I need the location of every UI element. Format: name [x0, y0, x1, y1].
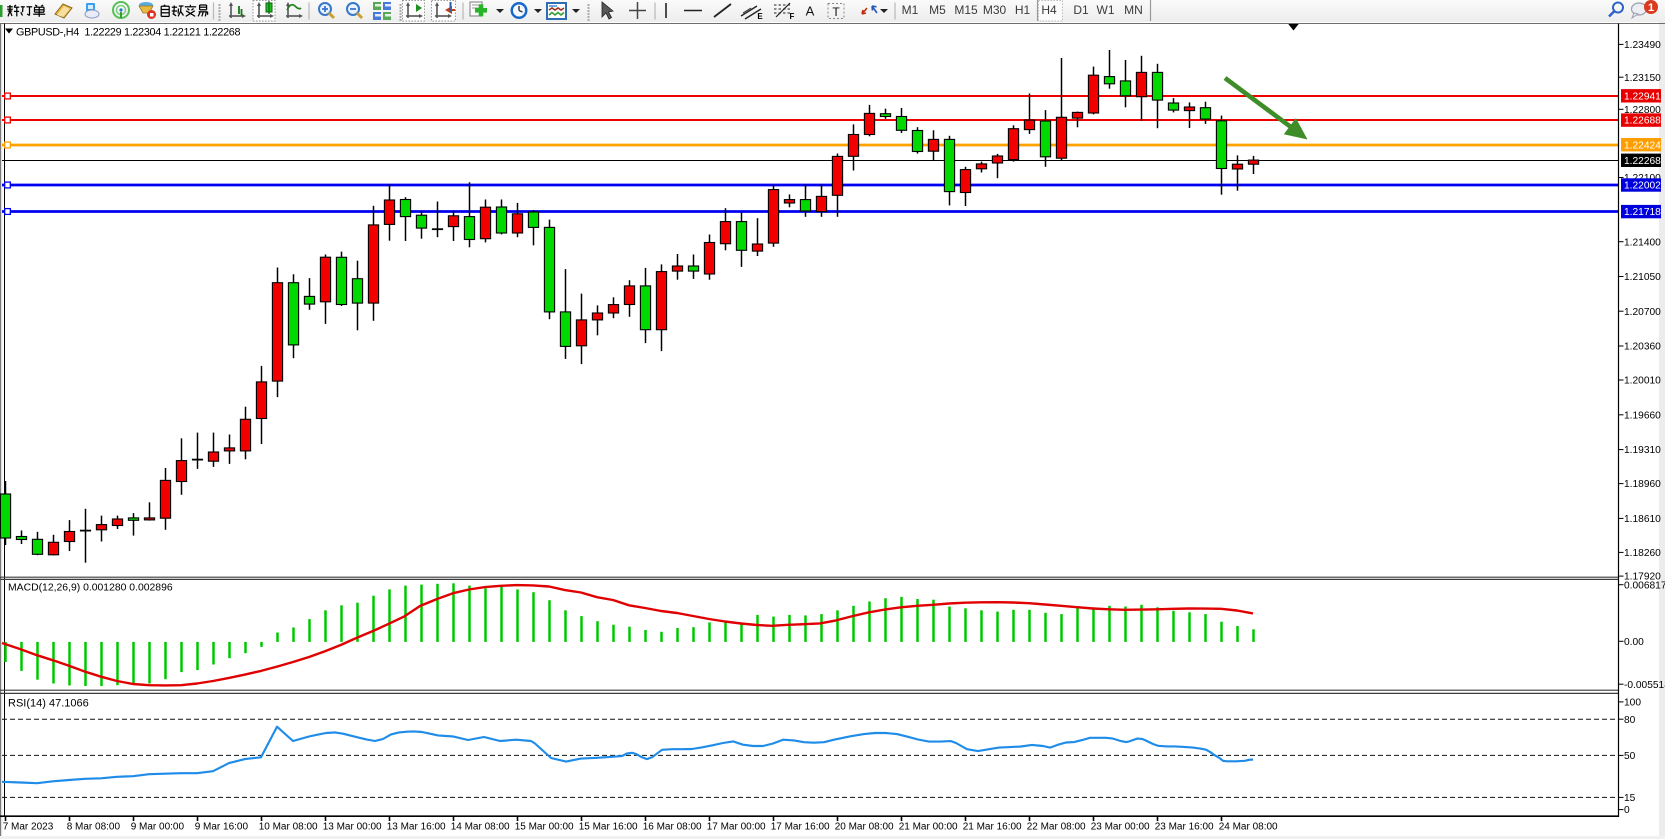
svg-text:16 Mar 08:00: 16 Mar 08:00	[643, 822, 702, 833]
svg-text:1.22002: 1.22002	[1624, 181, 1661, 192]
svg-text:9 Mar 16:00: 9 Mar 16:00	[195, 822, 249, 833]
svg-text:E: E	[757, 12, 763, 21]
svg-text:F: F	[790, 12, 795, 21]
svg-text:15 Mar 16:00: 15 Mar 16:00	[579, 822, 638, 833]
svg-text:15: 15	[1624, 793, 1636, 804]
svg-text:RSI(14) 47.1066: RSI(14) 47.1066	[8, 698, 89, 710]
svg-text:21 Mar 16:00: 21 Mar 16:00	[963, 822, 1022, 833]
svg-text:23 Mar 00:00: 23 Mar 00:00	[1091, 822, 1150, 833]
svg-text:M15: M15	[954, 3, 978, 17]
svg-text:1.22268: 1.22268	[1624, 156, 1661, 167]
svg-text:M1: M1	[902, 3, 919, 17]
svg-text:T: T	[832, 5, 840, 19]
svg-text:0: 0	[1624, 805, 1630, 816]
svg-text:17 Mar 00:00: 17 Mar 00:00	[707, 822, 766, 833]
svg-text:7 Mar 2023: 7 Mar 2023	[3, 822, 54, 833]
svg-text:H4: H4	[1041, 3, 1057, 17]
svg-text:9 Mar 00:00: 9 Mar 00:00	[131, 822, 185, 833]
svg-text:1.22688: 1.22688	[1624, 116, 1661, 127]
svg-text:M5: M5	[929, 3, 946, 17]
svg-text:W1: W1	[1097, 3, 1115, 17]
svg-text:0.00: 0.00	[1624, 637, 1644, 648]
svg-text:13 Mar 00:00: 13 Mar 00:00	[323, 822, 382, 833]
svg-text:1: 1	[1648, 2, 1654, 14]
svg-text:1.19660: 1.19660	[1624, 410, 1661, 421]
svg-text:MN: MN	[1124, 3, 1143, 17]
svg-text:23 Mar 16:00: 23 Mar 16:00	[1155, 822, 1214, 833]
svg-text:21 Mar 00:00: 21 Mar 00:00	[899, 822, 958, 833]
svg-text:M30: M30	[983, 3, 1007, 17]
svg-text:1.21718: 1.21718	[1624, 207, 1661, 218]
svg-text:1.20010: 1.20010	[1624, 376, 1661, 387]
svg-text:1.19310: 1.19310	[1624, 445, 1661, 456]
svg-text:20 Mar 08:00: 20 Mar 08:00	[835, 822, 894, 833]
svg-text:8 Mar 08:00: 8 Mar 08:00	[67, 822, 121, 833]
svg-text:1.22941: 1.22941	[1624, 91, 1661, 102]
svg-text:0.006817: 0.006817	[1624, 580, 1665, 591]
svg-text:A: A	[806, 4, 815, 19]
svg-text:GBPUSD-,H4 1.22229 1.22304 1.: GBPUSD-,H4 1.22229 1.22304 1.22121 1.222…	[16, 26, 241, 38]
svg-text:13 Mar 16:00: 13 Mar 16:00	[387, 822, 446, 833]
svg-text:15 Mar 00:00: 15 Mar 00:00	[515, 822, 574, 833]
svg-text:1.18260: 1.18260	[1624, 548, 1661, 559]
svg-text:50: 50	[1624, 751, 1636, 762]
svg-text:1.21400: 1.21400	[1624, 237, 1661, 248]
svg-text:1.20360: 1.20360	[1624, 342, 1661, 353]
svg-text:24 Mar 08:00: 24 Mar 08:00	[1219, 822, 1278, 833]
svg-text:100: 100	[1624, 698, 1641, 709]
svg-text:MACD(12,26,9) 0.001280 0.00289: MACD(12,26,9) 0.001280 0.002896	[8, 582, 173, 593]
svg-text:1.18610: 1.18610	[1624, 514, 1661, 525]
svg-text:-0.005518: -0.005518	[1624, 680, 1665, 691]
svg-text:D1: D1	[1073, 3, 1089, 17]
svg-text:1.22800: 1.22800	[1624, 105, 1661, 116]
svg-text:22 Mar 08:00: 22 Mar 08:00	[1027, 822, 1086, 833]
svg-text:1.23490: 1.23490	[1624, 40, 1661, 51]
svg-text:1.20700: 1.20700	[1624, 307, 1661, 318]
svg-text:1.23150: 1.23150	[1624, 73, 1661, 84]
svg-text:1.17920: 1.17920	[1624, 572, 1661, 583]
svg-text:14 Mar 08:00: 14 Mar 08:00	[451, 822, 510, 833]
svg-text:1.18960: 1.18960	[1624, 479, 1661, 490]
svg-text:17 Mar 16:00: 17 Mar 16:00	[771, 822, 830, 833]
svg-text:1.22424: 1.22424	[1624, 140, 1661, 151]
svg-text:80: 80	[1624, 715, 1636, 726]
svg-text:10 Mar 08:00: 10 Mar 08:00	[259, 822, 318, 833]
svg-text:H1: H1	[1015, 3, 1031, 17]
svg-text:1.21050: 1.21050	[1624, 272, 1661, 283]
